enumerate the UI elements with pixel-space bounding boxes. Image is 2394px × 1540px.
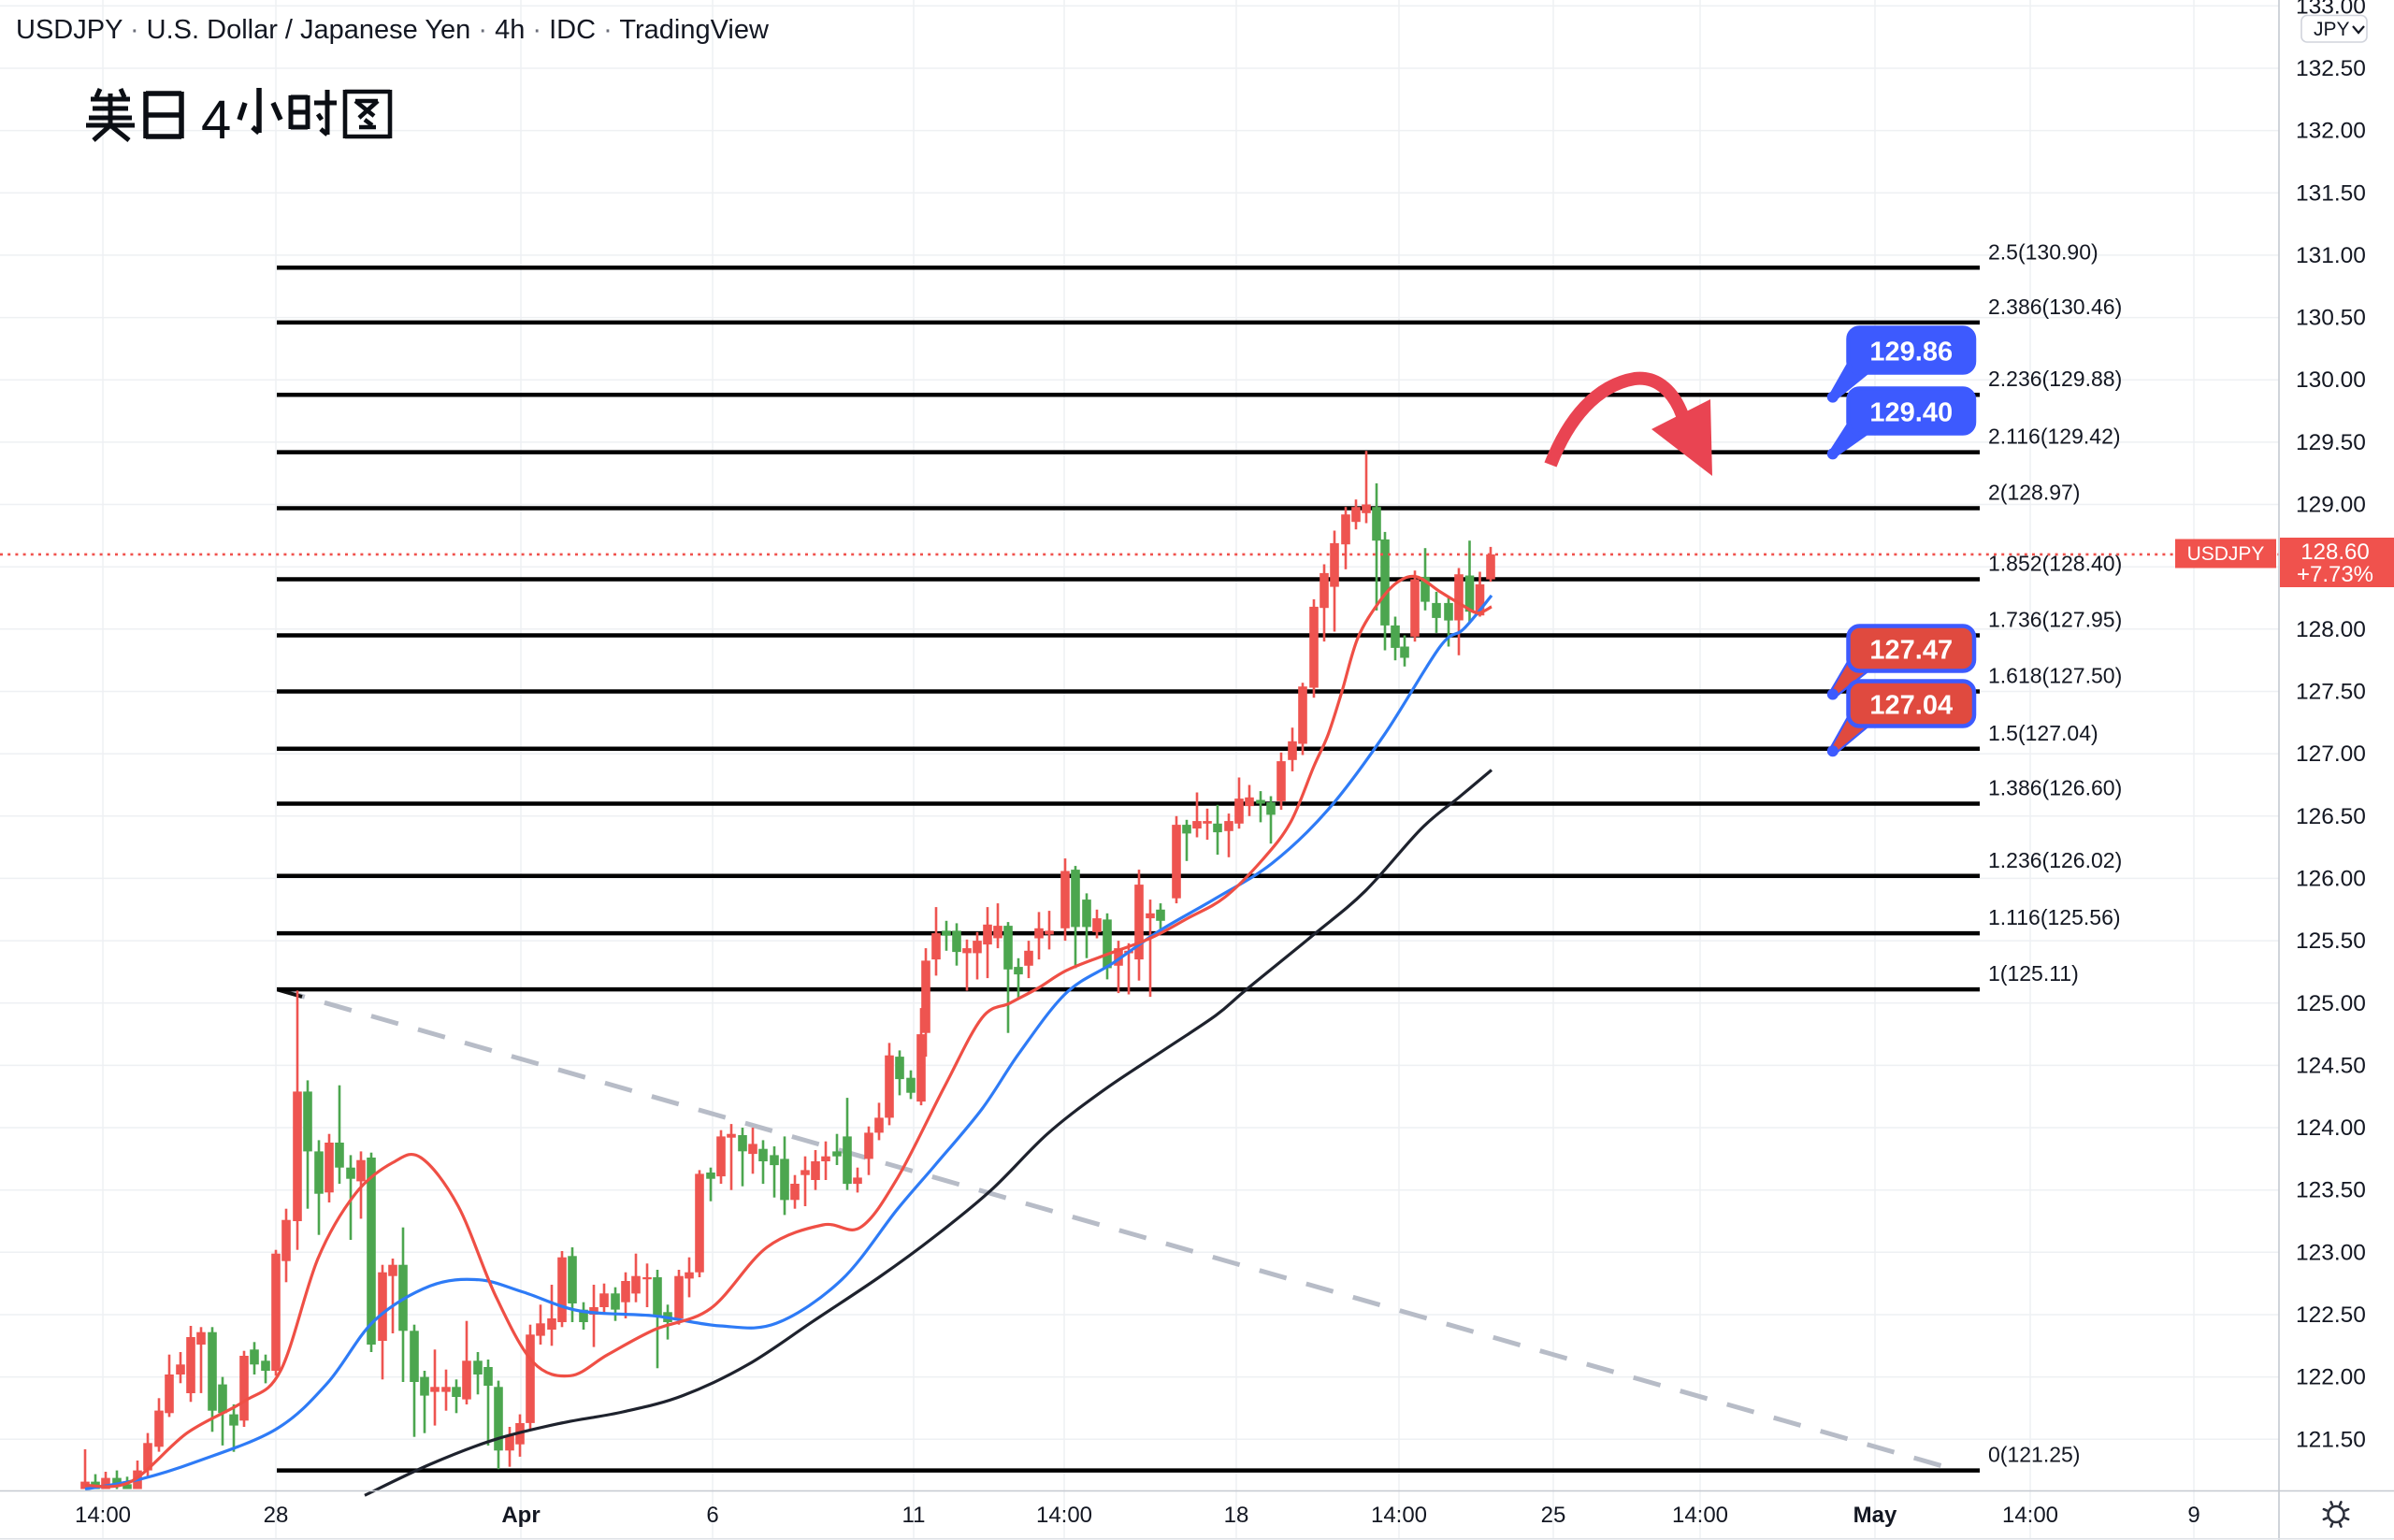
svg-text:1.618(127.50): 1.618(127.50)	[1988, 664, 2122, 688]
svg-text:127.50: 127.50	[2296, 680, 2366, 705]
svg-text:11: 11	[902, 1503, 926, 1528]
svg-text:May: May	[1853, 1503, 1897, 1528]
svg-text:123.50: 123.50	[2296, 1178, 2366, 1203]
svg-text:129.40: 129.40	[1869, 398, 1953, 428]
svg-text:USDJPY · U.S. Dollar / Japanes: USDJPY · U.S. Dollar / Japanese Yen · 4h…	[16, 15, 770, 45]
svg-text:18: 18	[1224, 1503, 1249, 1528]
svg-text:124.00: 124.00	[2296, 1115, 2366, 1141]
svg-text:128.00: 128.00	[2296, 617, 2366, 642]
svg-text:2.236(129.88): 2.236(129.88)	[1988, 367, 2122, 391]
svg-text:131.00: 131.00	[2296, 243, 2366, 268]
svg-text:JPY: JPY	[2314, 19, 2350, 40]
svg-text:Apr: Apr	[501, 1503, 540, 1528]
svg-text:121.50: 121.50	[2296, 1427, 2366, 1452]
svg-text:USDJPY: USDJPY	[2187, 543, 2265, 565]
svg-text:131.50: 131.50	[2296, 180, 2366, 206]
svg-text:4: 4	[201, 90, 231, 151]
svg-text:9: 9	[2187, 1503, 2199, 1528]
svg-text:2.116(129.42): 2.116(129.42)	[1988, 425, 2121, 449]
svg-text:125.50: 125.50	[2296, 928, 2366, 954]
svg-text:6: 6	[706, 1503, 718, 1528]
svg-text:14:00: 14:00	[75, 1503, 131, 1528]
svg-text:2.386(130.46): 2.386(130.46)	[1988, 295, 2122, 319]
svg-text:14:00: 14:00	[1371, 1503, 1427, 1528]
svg-text:130.50: 130.50	[2296, 306, 2366, 331]
svg-text:132.50: 132.50	[2296, 56, 2366, 81]
svg-text:1(125.11): 1(125.11)	[1988, 961, 2079, 986]
svg-text:126.00: 126.00	[2296, 866, 2366, 891]
svg-text:28: 28	[264, 1503, 289, 1528]
svg-text:128.60: 128.60	[2300, 540, 2369, 565]
svg-text:122.00: 122.00	[2296, 1365, 2366, 1390]
svg-text:1.386(126.60): 1.386(126.60)	[1988, 776, 2122, 800]
svg-text:130.00: 130.00	[2296, 367, 2366, 393]
svg-text:1.5(127.04): 1.5(127.04)	[1988, 721, 2098, 745]
svg-text:129.50: 129.50	[2296, 430, 2366, 455]
svg-text:14:00: 14:00	[1672, 1503, 1728, 1528]
svg-text:+7.73%: +7.73%	[2297, 562, 2373, 587]
svg-text:0(121.25): 0(121.25)	[1988, 1443, 2080, 1467]
svg-text:127.04: 127.04	[1869, 691, 1953, 721]
svg-text:129.00: 129.00	[2296, 493, 2366, 518]
svg-text:122.50: 122.50	[2296, 1303, 2366, 1328]
svg-text:14:00: 14:00	[2002, 1503, 2058, 1528]
svg-text:127.47: 127.47	[1869, 636, 1953, 666]
svg-text:124.50: 124.50	[2296, 1053, 2366, 1078]
svg-text:123.00: 123.00	[2296, 1240, 2366, 1265]
svg-text:25: 25	[1541, 1503, 1566, 1528]
svg-text:126.50: 126.50	[2296, 804, 2366, 829]
svg-text:1.736(127.95): 1.736(127.95)	[1988, 608, 2122, 632]
svg-text:133.00: 133.00	[2296, 0, 2366, 19]
svg-text:132.00: 132.00	[2296, 119, 2366, 144]
svg-text:1.236(126.02): 1.236(126.02)	[1988, 848, 2122, 872]
svg-text:125.00: 125.00	[2296, 991, 2366, 1016]
svg-text:129.86: 129.86	[1869, 338, 1953, 367]
svg-text:1.116(125.56): 1.116(125.56)	[1988, 905, 2121, 929]
svg-text:2.5(130.90): 2.5(130.90)	[1988, 239, 2098, 264]
svg-text:127.00: 127.00	[2296, 741, 2366, 767]
svg-text:2(128.97): 2(128.97)	[1988, 481, 2080, 505]
svg-text:14:00: 14:00	[1036, 1503, 1092, 1528]
